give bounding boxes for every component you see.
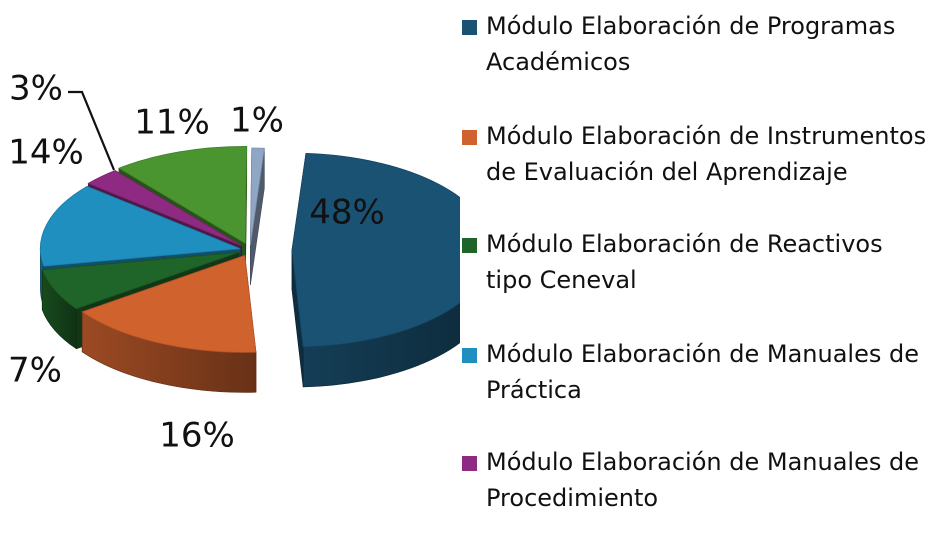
data-label: 48% xyxy=(309,193,385,233)
data-label: 16% xyxy=(159,416,235,456)
pie-slice xyxy=(249,147,265,246)
legend-swatch xyxy=(462,456,477,471)
data-label: 11% xyxy=(134,103,210,143)
legend-swatch xyxy=(462,20,477,35)
legend-label: Módulo Elaboración de Manuales de Proced… xyxy=(486,448,919,512)
legend-label: Módulo Elaboración de Instrumentos de Ev… xyxy=(486,122,927,186)
pie-slice xyxy=(291,152,460,348)
legend-item: Módulo Elaboración de Manuales de Prácti… xyxy=(462,336,932,408)
data-label: 7% xyxy=(8,351,62,391)
pie-labels: 48% 16% 7% 14% 3% 11% 1% xyxy=(8,69,385,456)
legend-label: Módulo Elaboración de Reactivos tipo Cen… xyxy=(486,230,883,294)
pie-slice xyxy=(39,185,241,267)
legend-item: Módulo Elaboración de Reactivos tipo Cen… xyxy=(462,226,932,298)
leader-line xyxy=(68,90,116,171)
data-label: 1% xyxy=(230,101,284,141)
pie-slice xyxy=(118,145,248,245)
pie-slice xyxy=(41,251,240,310)
pie-tops xyxy=(39,145,460,353)
legend-label: Módulo Elaboración de Manuales de Prácti… xyxy=(486,340,919,404)
pie-slice xyxy=(87,170,242,247)
legend-swatch xyxy=(462,238,477,253)
legend-swatch xyxy=(462,348,477,363)
pie-chart: 48% 16% 7% 14% 3% 11% 1% xyxy=(8,69,460,456)
pie-slice xyxy=(81,254,257,353)
legend-item: Módulo Elaboración de Manuales de Proced… xyxy=(462,444,932,516)
data-label: 3% xyxy=(9,69,63,109)
legend-label: Módulo Elaboración de Programas Académic… xyxy=(486,12,896,76)
legend-item: Módulo Elaboración de Instrumentos de Ev… xyxy=(462,118,932,190)
legend-item: Módulo Elaboración de Programas Académic… xyxy=(462,8,932,80)
legend-swatch xyxy=(462,130,477,145)
data-label: 14% xyxy=(8,133,84,173)
